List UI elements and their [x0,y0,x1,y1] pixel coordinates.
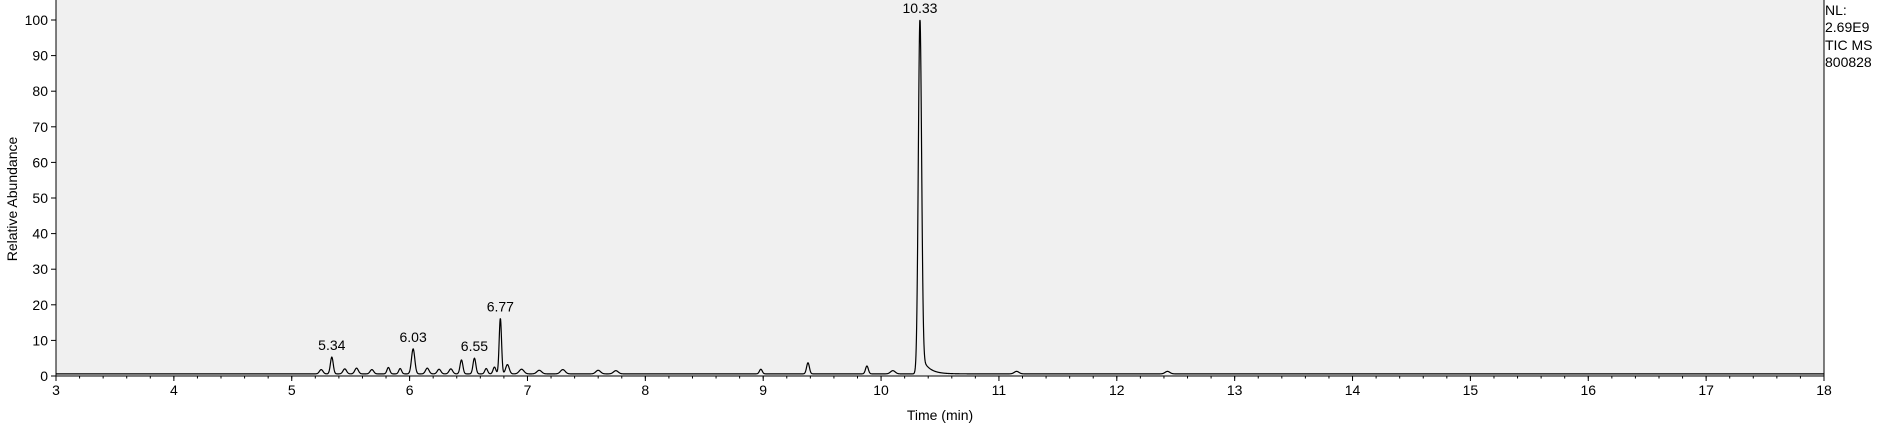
y-tick-label: 60 [32,154,48,170]
nl-value: 2.69E9 [1825,19,1870,35]
tic-trace [56,19,1824,375]
y-axis-label: Relative Abundance [4,137,20,262]
x-tick-label: 7 [524,382,532,398]
y-tick-label: 0 [40,368,48,384]
y-tick-label: 80 [32,83,48,99]
peak-label: 6.03 [400,329,427,345]
plot-background [56,0,1824,376]
x-tick-label: 12 [1109,382,1125,398]
x-tick-label: 13 [1227,382,1243,398]
x-tick-label: 3 [52,382,60,398]
y-tick-label: 50 [32,190,48,206]
peak-label: 5.34 [318,337,345,353]
y-tick-label: 90 [32,48,48,64]
scan-filter-label: TIC MS [1825,37,1873,53]
x-tick-label: 15 [1463,382,1479,398]
x-tick-label: 16 [1580,382,1596,398]
peak-label: 10.33 [902,0,937,16]
y-tick-label: 10 [32,332,48,348]
x-tick-label: 4 [170,382,178,398]
y-tick-label: 70 [32,119,48,135]
nl-label: NL: [1825,2,1847,18]
x-axis-label: Time (min) [907,407,973,423]
x-tick-label: 14 [1345,382,1361,398]
x-tick-label: 8 [641,382,649,398]
peak-label: 6.55 [461,338,488,354]
file-id-label: 800828 [1825,54,1872,70]
peak-label: 6.77 [487,298,514,314]
x-tick-label: 5 [288,382,296,398]
y-tick-label: 30 [32,261,48,277]
x-tick-label: 17 [1698,382,1714,398]
x-tick-label: 9 [759,382,767,398]
y-tick-label: 100 [25,12,49,28]
x-tick-label: 6 [406,382,414,398]
y-tick-label: 40 [32,226,48,242]
x-tick-label: 11 [992,382,1007,398]
x-tick-label: 10 [873,382,889,398]
x-tick-label: 18 [1816,382,1832,398]
y-tick-label: 20 [32,297,48,313]
